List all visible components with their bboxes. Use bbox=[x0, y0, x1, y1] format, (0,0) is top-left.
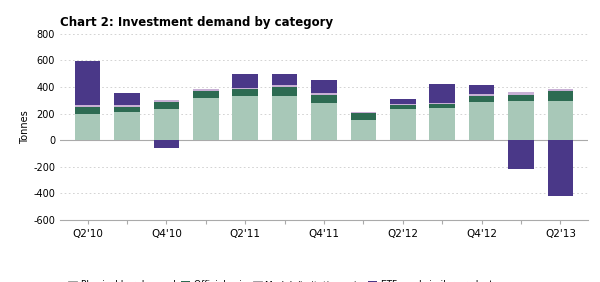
Bar bbox=[232, 89, 258, 96]
Bar bbox=[272, 74, 298, 85]
Bar bbox=[430, 108, 455, 140]
Bar bbox=[508, 94, 534, 101]
Bar bbox=[508, 92, 534, 94]
Bar bbox=[548, 140, 573, 196]
Y-axis label: Tonnes: Tonnes bbox=[20, 110, 31, 144]
Bar bbox=[114, 112, 140, 140]
Bar bbox=[75, 107, 100, 114]
Bar bbox=[311, 93, 337, 95]
Bar bbox=[193, 91, 218, 98]
Bar bbox=[154, 100, 179, 102]
Bar bbox=[430, 103, 455, 104]
Bar bbox=[469, 85, 494, 94]
Bar bbox=[311, 95, 337, 103]
Bar bbox=[272, 85, 298, 87]
Bar bbox=[272, 87, 298, 96]
Bar bbox=[469, 102, 494, 140]
Bar bbox=[548, 89, 573, 91]
Bar bbox=[232, 88, 258, 89]
Bar bbox=[75, 105, 100, 107]
Bar bbox=[193, 89, 218, 91]
Bar bbox=[548, 101, 573, 140]
Bar bbox=[311, 80, 337, 93]
Bar bbox=[272, 96, 298, 140]
Bar bbox=[390, 109, 416, 140]
Bar bbox=[350, 120, 376, 140]
Bar bbox=[390, 99, 416, 104]
Legend: Physical bar demand, Official coin, Medals/imitation coin, ETFs and similar prod: Physical bar demand, Official coin, Meda… bbox=[65, 277, 500, 282]
Bar bbox=[508, 140, 534, 169]
Text: Chart 2: Investment demand by category: Chart 2: Investment demand by category bbox=[60, 16, 333, 28]
Bar bbox=[430, 84, 455, 103]
Bar bbox=[232, 96, 258, 140]
Bar bbox=[508, 101, 534, 140]
Bar bbox=[75, 61, 100, 105]
Bar bbox=[154, 140, 179, 148]
Bar bbox=[350, 113, 376, 120]
Bar bbox=[114, 93, 140, 105]
Bar bbox=[311, 103, 337, 140]
Bar bbox=[114, 107, 140, 112]
Bar bbox=[548, 91, 573, 101]
Bar bbox=[390, 105, 416, 109]
Bar bbox=[390, 104, 416, 105]
Bar bbox=[430, 104, 455, 108]
Bar bbox=[469, 96, 494, 102]
Bar bbox=[154, 109, 179, 140]
Bar bbox=[154, 102, 179, 109]
Bar bbox=[232, 74, 258, 88]
Bar bbox=[114, 105, 140, 107]
Bar bbox=[469, 94, 494, 96]
Bar bbox=[193, 98, 218, 140]
Bar bbox=[75, 114, 100, 140]
Bar bbox=[350, 112, 376, 113]
